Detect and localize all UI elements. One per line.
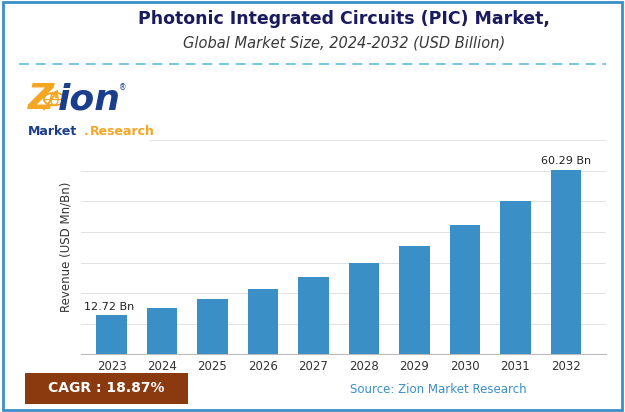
Bar: [349, 263, 379, 354]
Text: ®: ®: [119, 83, 126, 92]
Bar: [450, 225, 480, 354]
Bar: [399, 246, 429, 354]
Text: 60.29 Bn: 60.29 Bn: [541, 156, 591, 166]
Bar: [147, 308, 177, 354]
Bar: [551, 170, 581, 354]
Bar: [248, 289, 278, 354]
Text: Photonic Integrated Circuits (PIC) Market,: Photonic Integrated Circuits (PIC) Marke…: [138, 10, 550, 28]
Text: Market: Market: [28, 125, 77, 138]
Text: Source: Zion Market Research: Source: Zion Market Research: [350, 383, 527, 396]
Y-axis label: Revenue (USD Mn/Bn): Revenue (USD Mn/Bn): [60, 182, 73, 312]
Bar: [298, 277, 329, 354]
Text: 12.72 Bn: 12.72 Bn: [84, 302, 134, 312]
Text: Z: Z: [28, 82, 54, 116]
Bar: [96, 316, 127, 354]
Text: Research: Research: [90, 125, 155, 138]
Text: Global Market Size, 2024-2032 (USD Billion): Global Market Size, 2024-2032 (USD Billi…: [182, 35, 505, 50]
Text: ion: ion: [58, 82, 121, 116]
Bar: [198, 300, 228, 354]
Text: .: .: [84, 125, 89, 138]
Text: CAGR : 18.87%: CAGR : 18.87%: [48, 382, 164, 395]
Bar: [500, 201, 531, 354]
